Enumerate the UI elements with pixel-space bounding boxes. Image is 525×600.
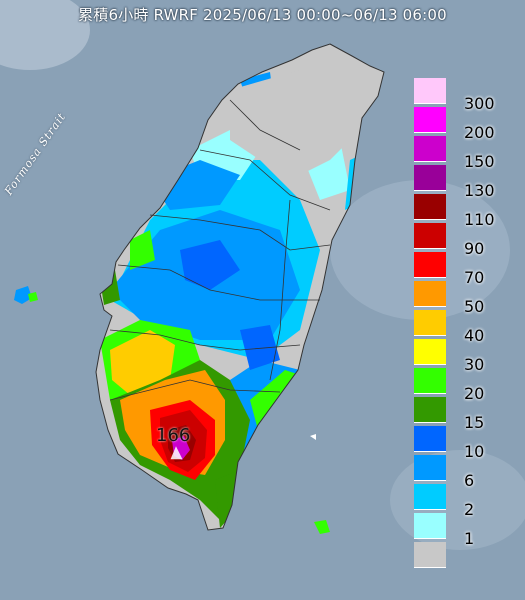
legend-label: 50 (464, 297, 485, 316)
legend-label: 20 (464, 384, 485, 403)
legend-swatch (414, 223, 446, 249)
legend-label: 6 (464, 471, 475, 490)
legend-label: 300 (464, 94, 495, 113)
legend-row: 50 (414, 281, 518, 316)
legend-label: 90 (464, 239, 485, 258)
legend-row (414, 542, 518, 568)
legend-label: 130 (464, 181, 495, 200)
legend-label: 150 (464, 152, 495, 171)
penghu-island (14, 286, 32, 304)
legend-swatch (414, 136, 446, 162)
legend-swatch (414, 252, 446, 278)
legend-row: 10 (414, 426, 518, 461)
legend-swatch (414, 368, 446, 394)
legend-label: 10 (464, 442, 485, 461)
legend-row: 2 (414, 484, 518, 519)
rainfall-legend: 300 200 150 130 110 90 70 50 40 30 20 15 10 6 2 1 (414, 78, 518, 572)
max-rainfall-triangle-icon (170, 446, 183, 460)
map-title: 累積6小時 RWRF 2025/06/13 00:00~06/13 06:00 (78, 6, 447, 24)
legend-row: 130 (414, 165, 518, 200)
legend-row: 110 (414, 194, 518, 229)
legend-label: 15 (464, 413, 485, 432)
legend-row: 15 (414, 397, 518, 432)
legend-swatch (414, 426, 446, 452)
legend-swatch (414, 542, 446, 568)
legend-swatch (414, 165, 446, 191)
county-boundaries (109, 99, 331, 401)
lanyu-island (314, 520, 330, 534)
legend-label: 1 (464, 529, 475, 548)
legend-row: 150 (414, 136, 518, 171)
lanyu-island (310, 434, 316, 440)
legend-row: 30 (414, 339, 518, 374)
legend-label: 200 (464, 123, 495, 142)
legend-row: 6 (414, 455, 518, 490)
legend-row: 300 (414, 78, 518, 113)
legend-swatch (414, 513, 446, 539)
cloud-texture (330, 180, 510, 320)
legend-row: 200 (414, 107, 518, 142)
coastline (95, 43, 385, 531)
legend-label: 40 (464, 326, 485, 345)
legend-swatch (414, 281, 446, 307)
legend-label: 2 (464, 500, 475, 519)
legend-row: 70 (414, 252, 518, 287)
legend-row: 90 (414, 223, 518, 258)
legend-row: 40 (414, 310, 518, 345)
taiwan-island (96, 44, 384, 530)
legend-swatch (414, 107, 446, 133)
legend-swatch (414, 397, 446, 423)
legend-swatch (414, 194, 446, 220)
max-rainfall-label: 166 (156, 425, 191, 446)
legend-row: 1 (414, 513, 518, 548)
legend-label: 30 (464, 355, 485, 374)
legend-row: 20 (414, 368, 518, 403)
legend-swatch (414, 339, 446, 365)
legend-label: 110 (464, 210, 495, 229)
legend-label: 70 (464, 268, 485, 287)
legend-swatch (414, 310, 446, 336)
legend-swatch (414, 78, 446, 104)
legend-swatch (414, 484, 446, 510)
cloud-texture (0, 0, 90, 70)
legend-swatch (414, 455, 446, 481)
penghu-island (28, 292, 38, 302)
